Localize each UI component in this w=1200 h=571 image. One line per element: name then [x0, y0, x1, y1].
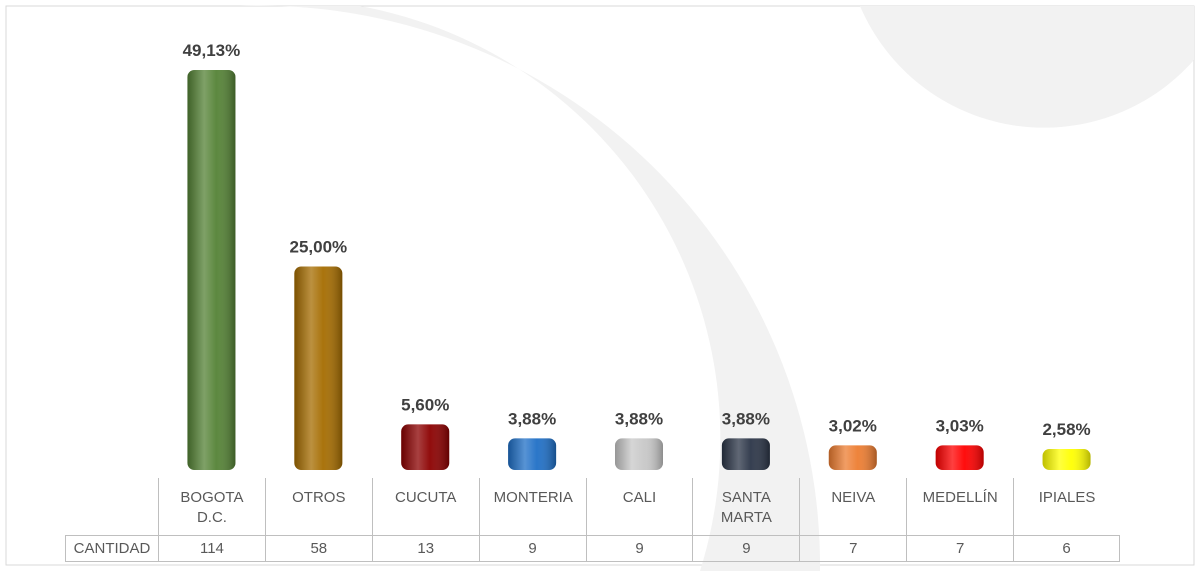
background-arc [860, 6, 1194, 128]
category-label: BOGOTA D.C. [158, 478, 265, 535]
table-value: 9 [692, 535, 800, 562]
value-label: 49,13% [183, 41, 241, 60]
bar-shine [935, 445, 984, 470]
bar-shine [401, 424, 450, 470]
frame [5, 5, 1195, 566]
table-value: 7 [799, 535, 907, 562]
category-label: MEDELLÍN [906, 478, 1013, 535]
bar-shine [1042, 448, 1091, 470]
value-label: 5,60% [401, 395, 449, 414]
value-label: 3,88% [615, 409, 663, 428]
background-arc [240, 5, 821, 571]
table-value: 13 [371, 535, 479, 562]
value-label: 3,03% [936, 416, 984, 435]
table-value: 9 [478, 535, 586, 562]
category-label: CUCUTA [371, 478, 479, 535]
value-label: 3,02% [829, 416, 877, 435]
bar-shine [615, 438, 663, 470]
category-label: MONTERIA [478, 478, 586, 535]
category-label: SANTA MARTA [692, 478, 799, 535]
value-label: 2,58% [1042, 420, 1090, 439]
bar-shine [721, 438, 770, 470]
bar-shine [294, 266, 343, 470]
table-row-label: CANTIDAD [65, 535, 158, 562]
category-label: CALI [585, 478, 693, 535]
table-value: 9 [585, 535, 693, 562]
category-label: NEIVA [799, 478, 906, 535]
table-value: 7 [906, 535, 1014, 562]
bar-shine [187, 70, 236, 470]
table-value: 6 [1013, 535, 1120, 562]
category-label: IPIALES [1013, 478, 1120, 535]
category-label: OTROS [264, 478, 372, 535]
value-label: 3,88% [508, 409, 556, 428]
value-label: 3,88% [722, 409, 770, 428]
value-label: 25,00% [289, 237, 347, 256]
table-value: 58 [264, 535, 372, 562]
table-value: 114 [158, 535, 265, 562]
bar-shine [828, 445, 877, 470]
bar-shine [508, 438, 557, 470]
